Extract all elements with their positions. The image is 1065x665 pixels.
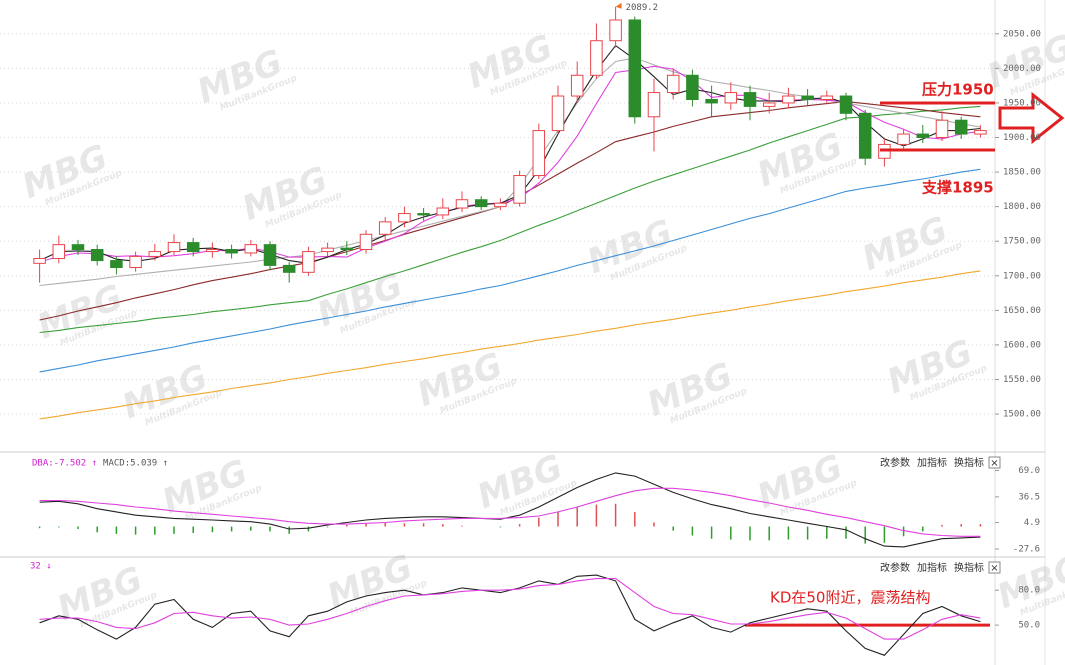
- indicator-line: [39, 472, 981, 548]
- candle-body: [398, 213, 411, 223]
- candle-body: [263, 244, 277, 266]
- y-tick-label: 1650.00: [1003, 306, 1041, 316]
- candle-body: [225, 249, 238, 254]
- y-tick-label: 1600.00: [1003, 340, 1041, 350]
- candle-body: [340, 247, 354, 251]
- candle-body: [71, 244, 85, 251]
- candle-body: [513, 175, 526, 204]
- candle-body: [129, 255, 142, 268]
- y-tick-label: 1500.00: [1003, 410, 1041, 420]
- candle-body: [359, 233, 373, 251]
- peak-label: 2089.2: [626, 3, 659, 13]
- y-tick-label: 50.0: [1018, 621, 1040, 631]
- y-tick-label: 4.9: [1024, 518, 1040, 528]
- y-tick-label: 80.0: [1018, 586, 1040, 596]
- candle-body: [436, 207, 450, 216]
- level-label: 支撑1895: [921, 178, 994, 196]
- control-button[interactable]: 改参数: [880, 561, 910, 574]
- annotation: KD在50附近，震荡结构: [770, 589, 930, 607]
- y-tick-label: 1900.00: [1003, 133, 1041, 143]
- candle-body: [551, 95, 565, 132]
- candle-body: [916, 133, 930, 139]
- candle-body: [935, 119, 949, 139]
- candle-body: [782, 95, 795, 104]
- candle-body: [839, 95, 853, 114]
- candle-body: [820, 95, 834, 100]
- candle-body: [897, 133, 910, 145]
- control-button[interactable]: 加指标: [917, 456, 947, 469]
- candle-body: [686, 74, 699, 100]
- candle-body: [628, 19, 642, 118]
- candle-body: [33, 257, 46, 264]
- candle-body: [647, 92, 661, 118]
- y-tick-label: 1700.00: [1003, 271, 1041, 281]
- y-tick-label: 69.0: [1018, 466, 1040, 476]
- y-tick-label: 1750.00: [1003, 237, 1041, 247]
- y-tick-label: 1850.00: [1003, 168, 1041, 178]
- candle-body: [762, 102, 776, 107]
- candle-body: [494, 202, 507, 208]
- y-tick-label: 1550.00: [1003, 375, 1041, 385]
- candle-body: [90, 249, 104, 262]
- y-tick-label: 1950.00: [1003, 98, 1041, 108]
- y-tick-label: 36.5: [1018, 492, 1040, 502]
- candle-body: [954, 119, 968, 135]
- candle-body: [724, 92, 738, 104]
- y-tick-label: -27.6: [1013, 544, 1040, 554]
- candle-body: [52, 244, 66, 259]
- legend-entry: MACD:5.039 ↑: [103, 459, 168, 469]
- candle-body: [474, 199, 488, 208]
- candle-body: [858, 112, 872, 159]
- candle-body: [743, 92, 757, 107]
- direction-arrow: [998, 91, 1065, 145]
- candle-body: [302, 251, 315, 273]
- close-box[interactable]: [988, 456, 1001, 469]
- y-tick-label: 2000.00: [1003, 64, 1041, 74]
- control-button[interactable]: 加指标: [917, 561, 947, 574]
- candle-body: [705, 98, 718, 104]
- control-button[interactable]: 换指标: [954, 561, 984, 574]
- candle-body: [609, 19, 622, 42]
- close-box[interactable]: [988, 561, 1001, 574]
- indicator-line: [39, 487, 981, 537]
- legend-entry: DBA:-7.502 ↑: [32, 459, 97, 469]
- candle-body: [378, 221, 392, 235]
- indicator-line: [39, 578, 981, 640]
- control-button[interactable]: 换指标: [954, 456, 984, 469]
- candle-body: [167, 242, 181, 253]
- candle-body: [206, 249, 219, 253]
- close-button[interactable]: ×: [990, 458, 998, 469]
- indicator-line: [39, 574, 981, 656]
- indicator-line: [39, 168, 981, 373]
- close-button[interactable]: ×: [990, 563, 998, 574]
- y-tick-label: 1800.00: [1003, 202, 1041, 212]
- candle-body: [244, 244, 258, 254]
- peak-flag: [615, 2, 622, 9]
- candle-body: [148, 251, 162, 257]
- candle-body: [321, 247, 334, 253]
- candle-body: [532, 130, 546, 177]
- control-button[interactable]: 改参数: [880, 456, 910, 469]
- candle-body: [282, 264, 296, 273]
- candle-body: [570, 74, 584, 97]
- candle-body: [666, 74, 680, 94]
- indicator-line: [39, 270, 981, 420]
- level-label: 压力1950: [922, 80, 994, 98]
- candle-body: [455, 199, 469, 209]
- indicator-line: [39, 65, 981, 263]
- candle-body: [590, 40, 603, 76]
- candle-body: [186, 242, 200, 253]
- candle-body: [110, 260, 123, 268]
- y-tick-label: 2050.00: [1003, 29, 1041, 39]
- candle-body: [417, 213, 430, 216]
- candle-body: [801, 95, 814, 100]
- candle-body: [974, 130, 987, 135]
- indicator-line: [39, 105, 981, 334]
- panel-header: 32 ↓: [30, 562, 52, 572]
